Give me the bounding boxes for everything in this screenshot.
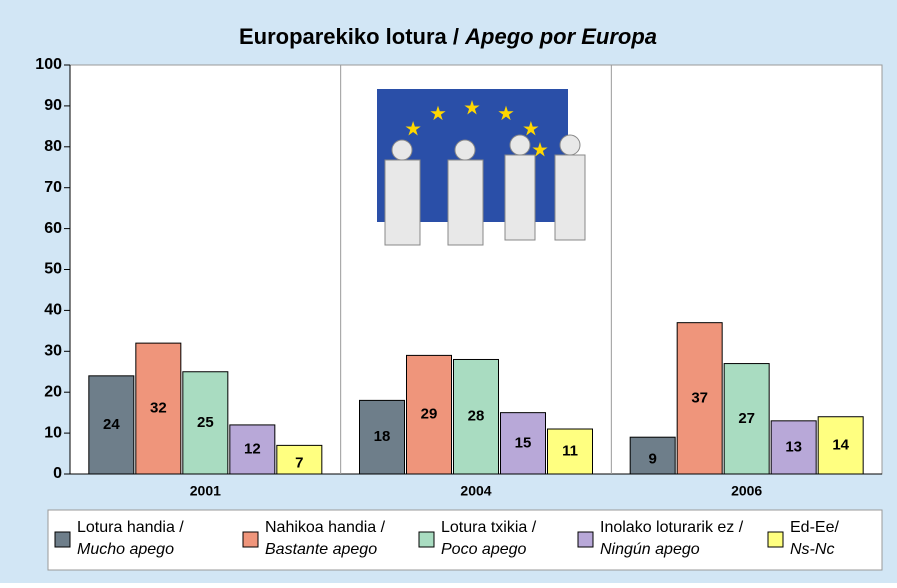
bar (500, 412, 546, 475)
y-tick-label: 50 (44, 261, 62, 278)
bar (817, 416, 864, 475)
legend-label: Nahikoa handia / (265, 519, 386, 536)
legend (47, 509, 883, 571)
legend-label-italic: Ns-Nc (790, 541, 834, 558)
legend-label: Lotura handia / (77, 519, 184, 536)
data-label: 15 (515, 434, 532, 451)
y-tick-label: 70 (44, 179, 62, 196)
data-label: 18 (374, 428, 391, 445)
bar (547, 428, 593, 475)
legend-label-italic: Ningún apego (600, 541, 700, 558)
bar (676, 322, 723, 475)
bar (406, 354, 452, 475)
bar (182, 371, 229, 475)
y-tick-label: 40 (44, 302, 62, 319)
bar (135, 342, 182, 475)
data-label: 27 (738, 410, 755, 427)
bar (453, 358, 499, 475)
x-tick-label: 2004 (460, 483, 491, 499)
bar (770, 420, 817, 475)
y-tick-label: 60 (44, 220, 62, 237)
data-label: 14 (832, 436, 849, 453)
data-label: 29 (421, 406, 438, 423)
data-label: 13 (785, 438, 802, 455)
legend-label: Ed-Ee/ (790, 519, 839, 536)
data-label: 24 (103, 416, 120, 433)
bar (629, 436, 676, 475)
legend-label-italic: Bastante apego (265, 541, 377, 558)
eu-illustration (377, 89, 586, 246)
legend-label-italic: Poco apego (441, 541, 527, 558)
bar (276, 444, 323, 475)
y-tick-label: 10 (44, 424, 62, 441)
data-label: 7 (295, 455, 303, 472)
legend-swatch (418, 531, 435, 548)
y-tick-label: 80 (44, 138, 62, 155)
legend-swatch (577, 531, 594, 548)
x-tick-label: 2006 (731, 483, 762, 499)
y-tick-label: 0 (53, 465, 62, 482)
data-label: 11 (562, 442, 578, 459)
legend-swatch (767, 531, 784, 548)
data-label: 12 (244, 440, 261, 457)
legend-label: Lotura txikia / (441, 519, 537, 536)
y-tick-label: 100 (35, 56, 62, 73)
bar (723, 363, 770, 475)
y-tick-label: 90 (44, 97, 62, 114)
chart-title: Europarekiko lotura / Apego por Europa (239, 24, 657, 49)
bar (88, 375, 135, 475)
data-label: 37 (691, 389, 708, 406)
data-label: 28 (468, 408, 485, 425)
bar (229, 424, 276, 475)
legend-label-italic: Mucho apego (77, 541, 174, 558)
y-tick-label: 20 (44, 383, 62, 400)
y-tick-label: 30 (44, 343, 62, 360)
data-label: 32 (150, 400, 167, 417)
data-label: 25 (197, 414, 214, 431)
data-label: 9 (648, 451, 656, 468)
legend-swatch (54, 531, 71, 548)
bar (359, 399, 405, 475)
x-tick-label: 2001 (190, 483, 221, 499)
legend-label: Inolako loturarik ez / (600, 519, 744, 536)
legend-swatch (242, 531, 259, 548)
